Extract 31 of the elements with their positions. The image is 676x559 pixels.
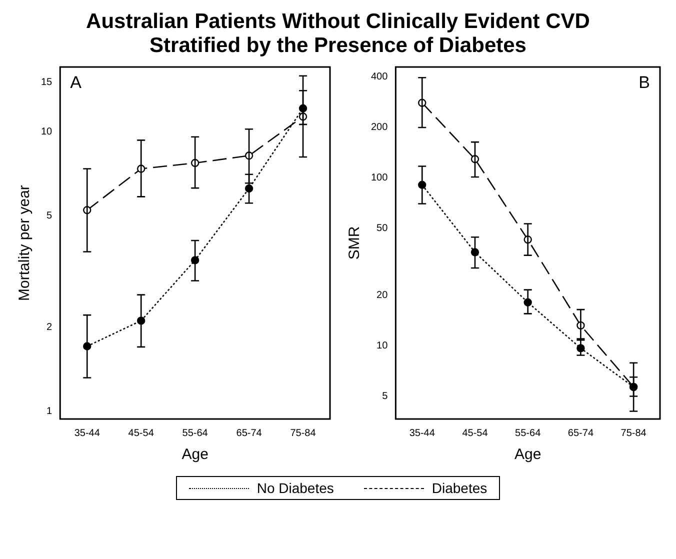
- y-tick-label: 200: [370, 122, 388, 133]
- legend-label: No Diabetes: [256, 480, 334, 496]
- x-tick-label: 45-54: [462, 428, 488, 439]
- x-tick-label: 45-54: [128, 428, 154, 439]
- y-tick-label: 50: [376, 223, 388, 234]
- x-tick-label: 65-74: [568, 428, 594, 439]
- y-tick-label: 5: [382, 390, 388, 402]
- x-tick-label: 75-84: [620, 428, 647, 439]
- y-tick-label: 10: [376, 340, 388, 352]
- x-tick-label: 55-64: [182, 428, 208, 439]
- y-tick-label: 10: [41, 126, 53, 138]
- y-tick-label: 100: [370, 172, 388, 184]
- x-tick-label: 75-84: [290, 428, 316, 439]
- x-tick-label: 35-44: [74, 428, 100, 439]
- y-tick-label: 15: [41, 76, 53, 88]
- y-tick-label: 20: [376, 290, 388, 301]
- y-tick-label: 5: [46, 210, 53, 222]
- x-axis-title: Age: [182, 446, 208, 464]
- y-tick-label: 2: [46, 322, 53, 333]
- x-axis-title: Age: [514, 446, 542, 464]
- y-tick-label: 1: [46, 406, 53, 418]
- chart-title: Australian Patients Without Clinically Evident CVD Stratified by the Presence of Diabetes: [85, 9, 591, 58]
- x-tick-label: 35-44: [409, 428, 436, 439]
- legend-label: Diabetes: [432, 480, 488, 496]
- x-tick-label: 65-74: [236, 428, 262, 439]
- annotation: B: [638, 73, 650, 92]
- y-axis-title: Mortality per year: [16, 185, 34, 301]
- y-tick-label: 400: [370, 71, 388, 82]
- x-tick-label: 55-64: [515, 428, 542, 439]
- annotation: A: [70, 73, 82, 92]
- y-axis-title: SMR: [346, 226, 364, 260]
